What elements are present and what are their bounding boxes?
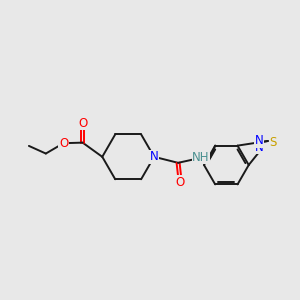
Text: O: O	[176, 176, 185, 189]
Text: NH: NH	[192, 151, 210, 164]
Text: N: N	[150, 150, 158, 163]
Text: S: S	[269, 136, 277, 149]
Text: O: O	[78, 116, 87, 130]
Text: N: N	[255, 141, 263, 154]
Text: N: N	[255, 134, 264, 147]
Text: O: O	[59, 137, 68, 150]
